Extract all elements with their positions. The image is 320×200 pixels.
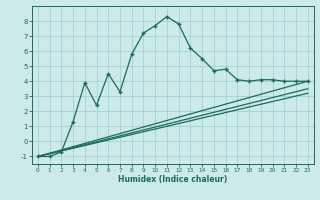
X-axis label: Humidex (Indice chaleur): Humidex (Indice chaleur)	[118, 175, 228, 184]
